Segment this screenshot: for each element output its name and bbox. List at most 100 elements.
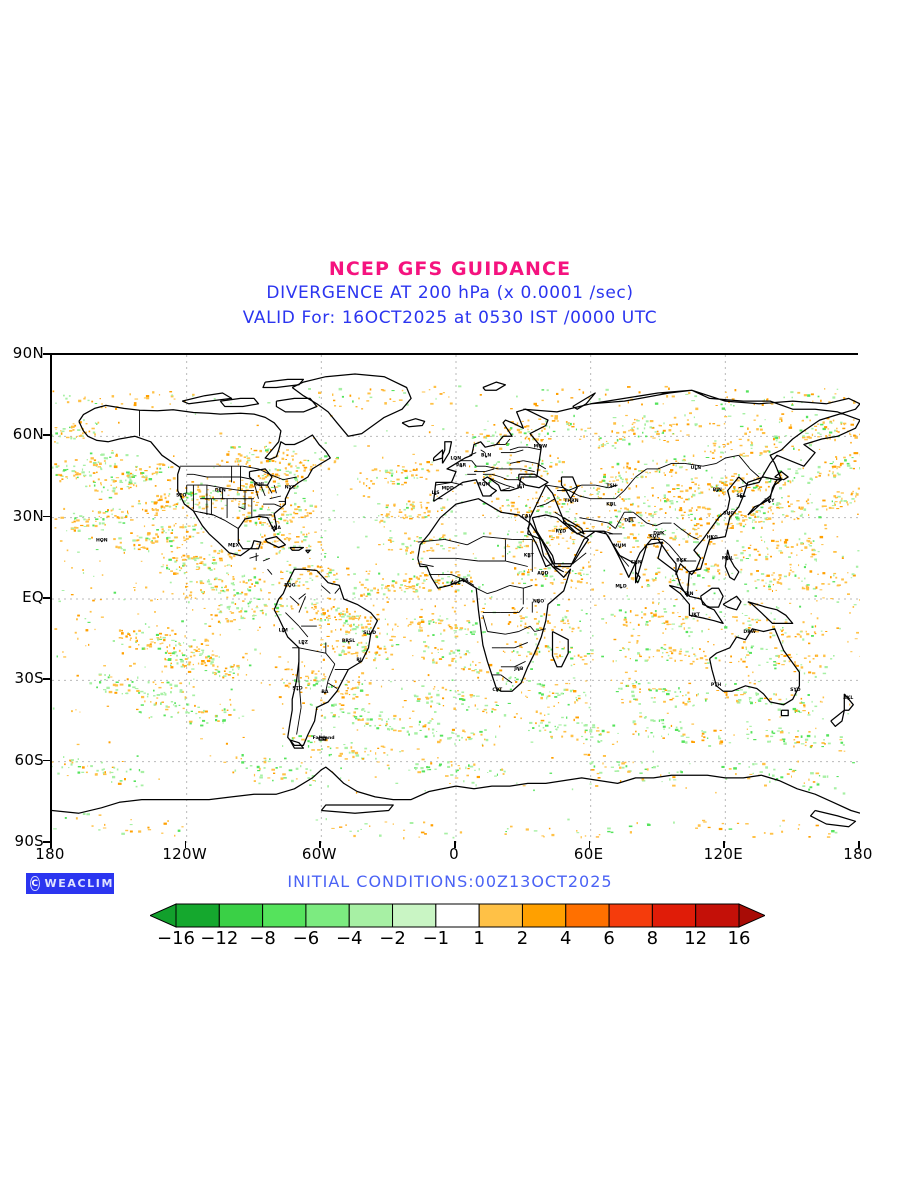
divergence-cell — [834, 831, 838, 834]
divergence-cell — [757, 489, 760, 491]
divergence-cell — [476, 671, 480, 674]
divergence-cell — [589, 730, 593, 733]
divergence-cell — [658, 688, 662, 690]
divergence-cell — [709, 450, 712, 453]
divergence-cell — [636, 427, 639, 430]
divergence-cell — [686, 423, 690, 426]
divergence-cell — [607, 529, 610, 531]
divergence-cell — [387, 585, 390, 587]
divergence-cell — [362, 495, 366, 497]
divergence-cell — [251, 608, 253, 610]
divergence-cell — [673, 821, 675, 824]
divergence-cell — [800, 506, 804, 509]
divergence-cell — [813, 742, 817, 744]
divergence-cell — [289, 513, 292, 516]
divergence-cell — [231, 500, 234, 502]
divergence-cell — [553, 653, 558, 655]
divergence-cell — [82, 766, 85, 769]
divergence-cell — [663, 494, 666, 497]
divergence-cell — [805, 415, 809, 419]
divergence-cell — [217, 620, 221, 623]
divergence-cell — [482, 710, 485, 713]
divergence-cell — [583, 691, 586, 694]
divergence-cell — [543, 427, 546, 430]
divergence-cell — [256, 605, 258, 608]
divergence-cell — [602, 493, 605, 496]
divergence-cell — [771, 403, 774, 405]
divergence-cell — [283, 473, 287, 475]
divergence-cell — [510, 516, 512, 519]
divergence-cell — [565, 421, 568, 423]
divergence-cell — [591, 526, 595, 528]
divergence-cell — [763, 450, 767, 453]
divergence-cell — [233, 619, 236, 621]
divergence-cell — [440, 523, 444, 525]
divergence-cell — [314, 673, 318, 675]
divergence-cell — [719, 611, 723, 613]
divergence-cell — [517, 610, 519, 613]
divergence-cell — [319, 619, 323, 622]
divergence-cell — [802, 435, 805, 437]
divergence-cell — [335, 640, 340, 642]
divergence-cell — [436, 702, 440, 704]
world-map-plot[interactable]: HONSFODENCHINYCMIAMEXBOGLIMLPZBRSLSLVDRJ… — [52, 355, 860, 843]
divergence-cell — [352, 755, 355, 759]
divergence-cell — [563, 578, 566, 580]
divergence-cell — [112, 775, 116, 779]
divergence-cell — [301, 540, 304, 543]
divergence-cell — [631, 423, 634, 425]
divergence-cell — [775, 540, 779, 543]
divergence-cell — [772, 732, 776, 734]
divergence-cell — [542, 726, 545, 729]
divergence-cell — [415, 589, 419, 593]
map-panel[interactable]: HONSFODENCHINYCMIAMEXBOGLIMLPZBRSLSLVDRJ… — [50, 353, 860, 843]
divergence-cell — [521, 420, 524, 422]
divergence-cell — [61, 478, 64, 480]
divergence-cell — [627, 598, 630, 600]
divergence-cell — [117, 516, 121, 520]
divergence-cell — [138, 692, 141, 694]
divergence-cell — [57, 772, 60, 775]
divergence-cell — [380, 745, 385, 748]
divergence-cell — [288, 564, 292, 566]
divergence-cell — [181, 526, 185, 529]
divergence-cell — [775, 693, 777, 696]
divergence-cell — [168, 558, 172, 561]
divergence-cell — [120, 548, 123, 550]
divergence-cell — [382, 389, 386, 392]
divergence-cell — [529, 439, 531, 442]
divergence-cell — [58, 473, 63, 476]
divergence-cell — [652, 656, 655, 658]
divergence-cell — [649, 426, 653, 429]
divergence-cell — [277, 540, 279, 542]
divergence-cell — [549, 544, 551, 547]
divergence-cell — [817, 436, 820, 438]
divergence-cell — [476, 641, 479, 643]
divergence-cell — [436, 731, 438, 732]
divergence-cell — [574, 525, 577, 528]
divergence-cell — [767, 450, 770, 452]
divergence-cell — [412, 453, 415, 455]
divergence-cell — [156, 463, 160, 465]
divergence-cell — [506, 643, 509, 645]
divergence-cell — [450, 510, 453, 513]
divergence-cell — [526, 535, 529, 538]
divergence-cell — [715, 791, 717, 794]
divergence-cell — [98, 498, 103, 500]
divergence-cell — [167, 529, 170, 531]
divergence-cell — [389, 639, 393, 641]
divergence-cell — [527, 573, 530, 576]
divergence-cell — [804, 744, 807, 747]
divergence-cell — [200, 724, 204, 727]
divergence-cell — [131, 681, 134, 683]
divergence-cell — [623, 436, 626, 438]
divergence-cell — [853, 460, 857, 462]
divergence-cell — [94, 489, 97, 492]
divergence-cell — [363, 482, 365, 485]
divergence-cell — [718, 659, 721, 662]
divergence-cell — [650, 732, 653, 734]
divergence-cell — [743, 692, 746, 695]
divergence-cell — [545, 420, 548, 423]
divergence-cell — [354, 596, 356, 599]
divergence-cell — [167, 820, 169, 822]
